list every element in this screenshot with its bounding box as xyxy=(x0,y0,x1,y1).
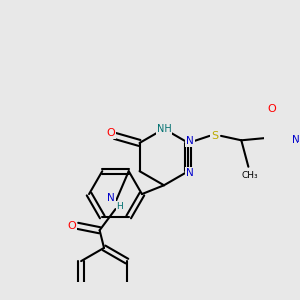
Text: H: H xyxy=(116,202,123,211)
Text: N: N xyxy=(292,135,300,145)
Text: H: H xyxy=(299,143,300,152)
Text: O: O xyxy=(106,128,115,138)
Text: O: O xyxy=(67,221,76,231)
Text: S: S xyxy=(211,131,218,141)
Text: N: N xyxy=(107,193,115,202)
Text: N: N xyxy=(186,136,194,146)
Text: O: O xyxy=(268,103,277,114)
Text: NH: NH xyxy=(157,124,171,134)
Text: N: N xyxy=(186,168,194,178)
Text: CH₃: CH₃ xyxy=(242,171,258,180)
